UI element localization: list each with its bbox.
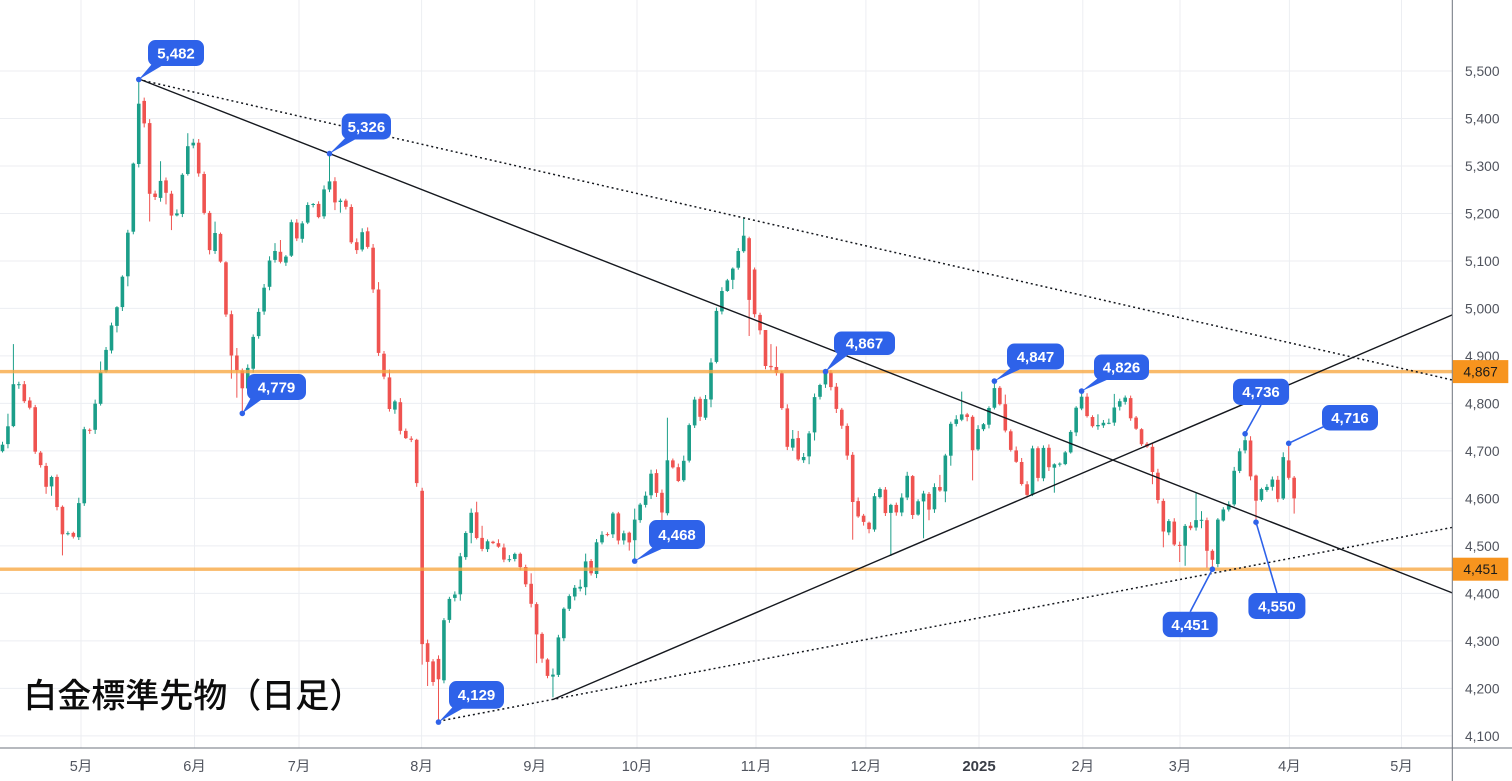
svg-text:2: 2 [1072, 759, 1080, 775]
svg-text:5,100: 5,100 [1465, 254, 1500, 269]
svg-text:4,200: 4,200 [1465, 681, 1500, 696]
svg-text:4,300: 4,300 [1465, 634, 1500, 649]
svg-text:4,451: 4,451 [1171, 617, 1209, 634]
svg-text:6: 6 [183, 759, 191, 775]
svg-text:4,826: 4,826 [1103, 360, 1141, 377]
svg-text:5,000: 5,000 [1465, 301, 1500, 316]
svg-text:4,451: 4,451 [1463, 562, 1498, 577]
svg-text:5,200: 5,200 [1465, 207, 1500, 222]
svg-text:4,779: 4,779 [258, 379, 296, 396]
svg-text:4,736: 4,736 [1242, 384, 1280, 401]
svg-text:3: 3 [1169, 759, 1177, 775]
svg-text:4,600: 4,600 [1465, 491, 1500, 506]
svg-text:4,550: 4,550 [1258, 598, 1296, 615]
svg-text:5,326: 5,326 [348, 119, 386, 136]
svg-text:4: 4 [1278, 759, 1286, 775]
svg-text:5,400: 5,400 [1465, 112, 1500, 127]
svg-text:4,800: 4,800 [1465, 396, 1500, 411]
svg-text:5,300: 5,300 [1465, 159, 1500, 174]
svg-text:5,500: 5,500 [1465, 64, 1500, 79]
svg-text:10: 10 [622, 759, 638, 775]
svg-text:4,700: 4,700 [1465, 444, 1500, 459]
svg-text:8: 8 [410, 759, 418, 775]
svg-text:4,847: 4,847 [1017, 349, 1055, 366]
svg-text:5: 5 [70, 759, 78, 775]
svg-text:4,468: 4,468 [658, 527, 696, 544]
svg-text:4,400: 4,400 [1465, 586, 1500, 601]
svg-text:5,482: 5,482 [157, 45, 195, 62]
svg-text:7: 7 [288, 759, 296, 775]
svg-text:4,129: 4,129 [458, 687, 496, 704]
svg-text:11: 11 [741, 759, 756, 775]
svg-text:4,867: 4,867 [846, 336, 884, 353]
svg-text:12: 12 [851, 759, 867, 775]
svg-text:2025: 2025 [962, 758, 995, 775]
svg-text:5: 5 [1390, 759, 1398, 775]
svg-text:4,500: 4,500 [1465, 539, 1500, 554]
svg-text:4,716: 4,716 [1331, 410, 1369, 427]
svg-text:4,100: 4,100 [1465, 729, 1500, 744]
svg-text:9: 9 [523, 759, 531, 775]
svg-text:4,867: 4,867 [1463, 365, 1498, 380]
